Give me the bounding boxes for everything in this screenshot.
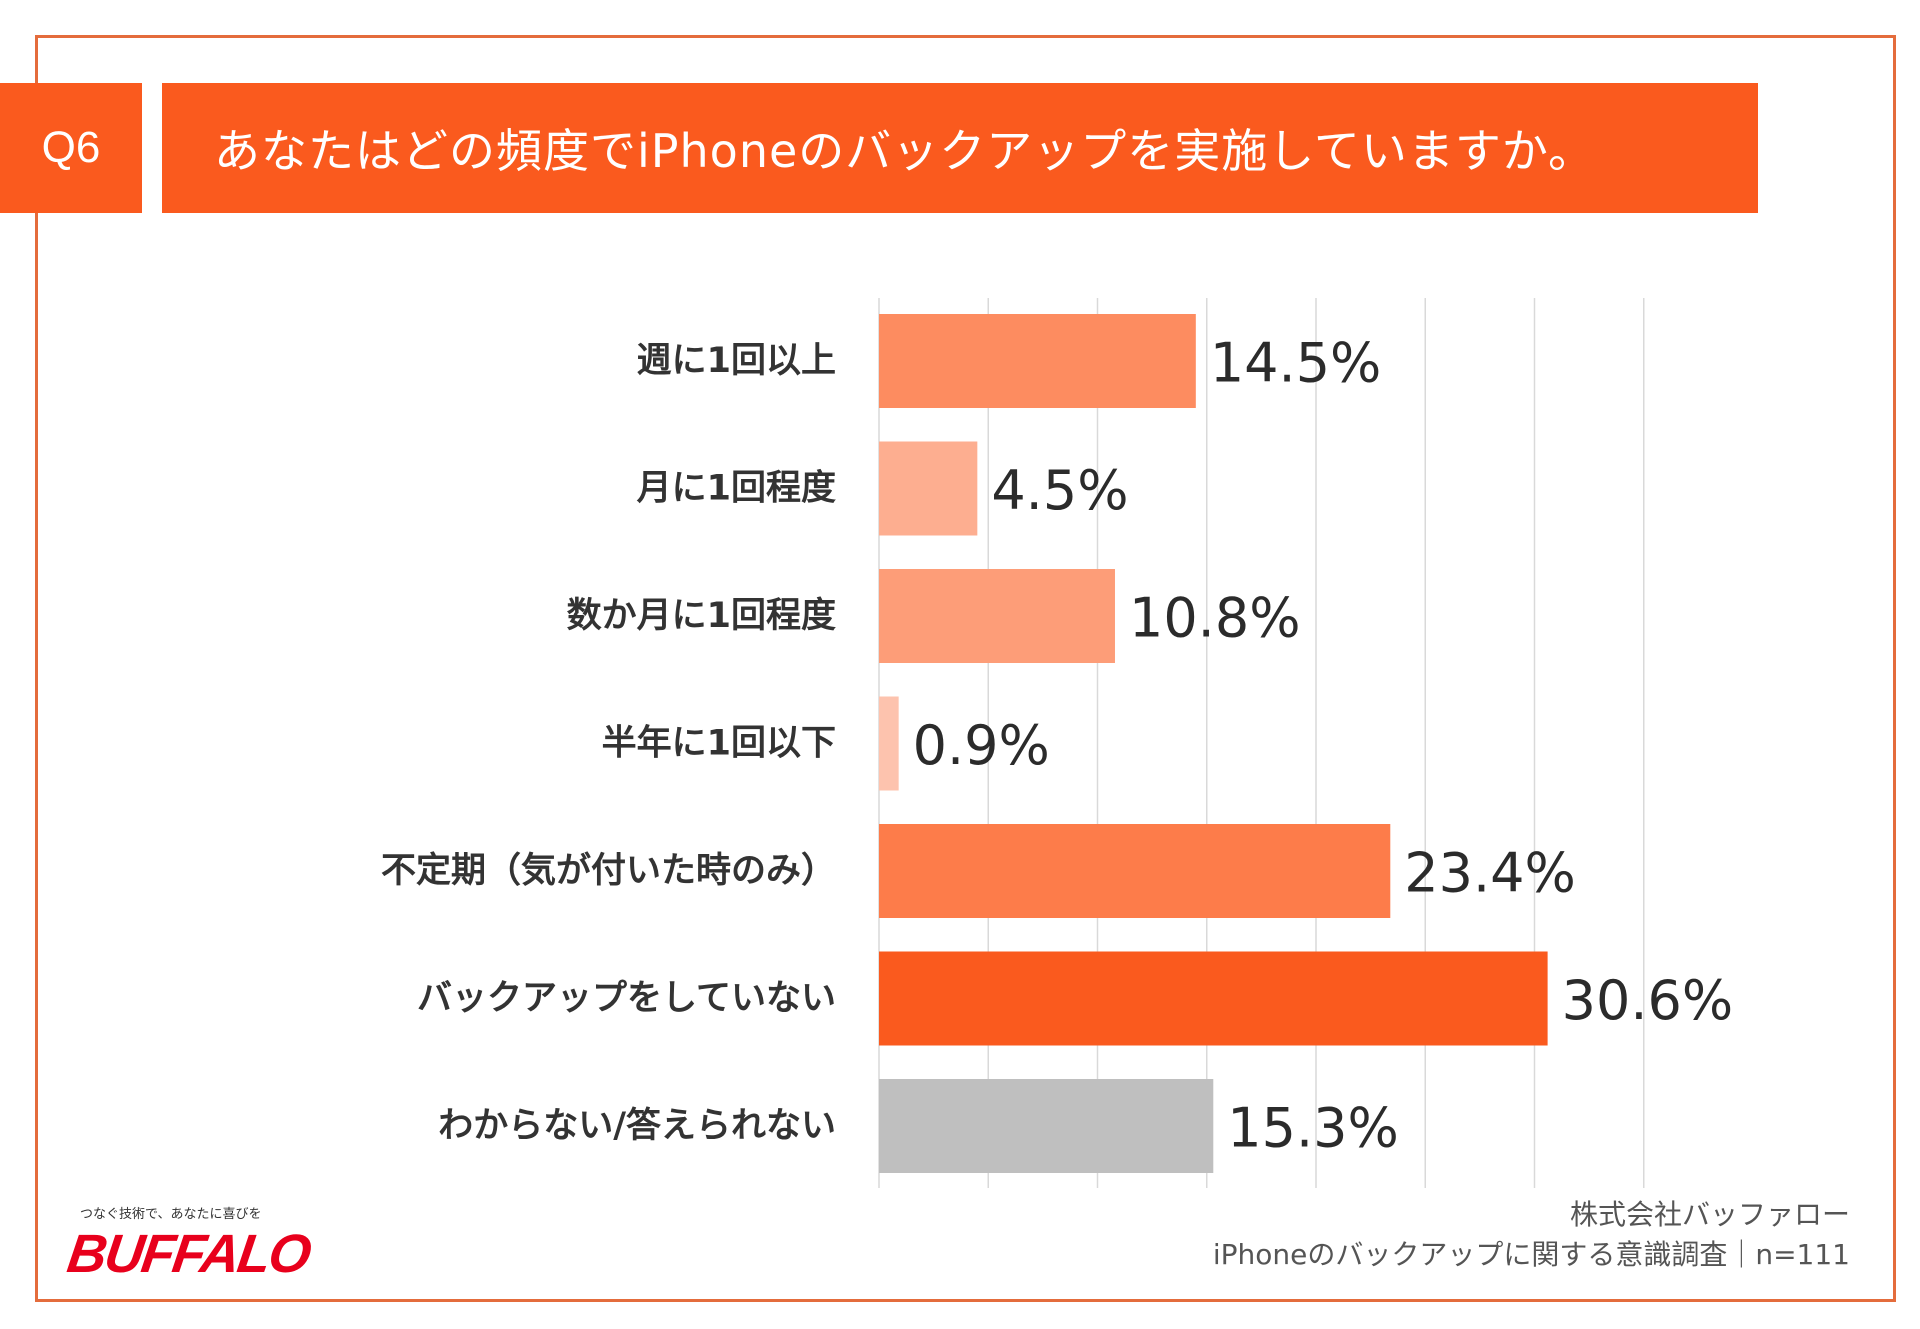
bar-5 (879, 824, 1391, 918)
bar-2 (879, 441, 978, 536)
bar-3 (879, 569, 1115, 663)
value-label-7: 15.3% (1227, 1097, 1399, 1160)
value-label-5: 23.4% (1404, 842, 1576, 905)
bar-7 (879, 1079, 1214, 1173)
buffalo-logo: BUFFALO (63, 1224, 314, 1284)
value-label-1: 14.5% (1210, 332, 1382, 395)
category-label-5: 不定期（気が付いた時のみ） (381, 851, 836, 891)
chart-frame (35, 35, 1896, 1302)
bar-1 (879, 314, 1196, 408)
value-label-4: 0.9% (913, 714, 1050, 777)
category-label-6: バックアップをしていない (417, 979, 836, 1019)
value-label-2: 4.5% (991, 459, 1128, 522)
bar-6 (879, 951, 1548, 1046)
brand-tagline: つなぐ技術で、あなたに喜びを (80, 1207, 262, 1222)
value-label-3: 10.8% (1129, 587, 1301, 650)
survey-info: iPhoneのバックアップに関する意識調査｜n=111 (1212, 1238, 1850, 1271)
category-label-1: 週に1回以上 (637, 341, 836, 381)
category-label-4: 半年に1回以下 (602, 724, 836, 764)
source-note: 株式会社バッファロー iPhoneのバックアップに関する意識調査｜n=111 (1213, 1195, 1850, 1275)
category-label-2: 月に1回程度 (637, 469, 836, 509)
question-number-badge: Q6 (0, 83, 142, 213)
bar-layer: 週に1回以上 14.5% 月に1回程度 4.5% 数か月に1回程度 10.8% 半年に1回以… (381, 314, 1733, 1173)
question-title: あなたはどの頻度でiPhoneのバックアップを実施していますか。 (162, 83, 1758, 213)
category-label-3: 数か月に1回程度 (567, 596, 836, 636)
bar-4 (879, 696, 899, 791)
company-name: 株式会社バッファロー (1569, 1198, 1850, 1231)
category-label-7: わからない/答えられない (438, 1106, 836, 1146)
value-label-6: 30.6% (1562, 969, 1734, 1032)
